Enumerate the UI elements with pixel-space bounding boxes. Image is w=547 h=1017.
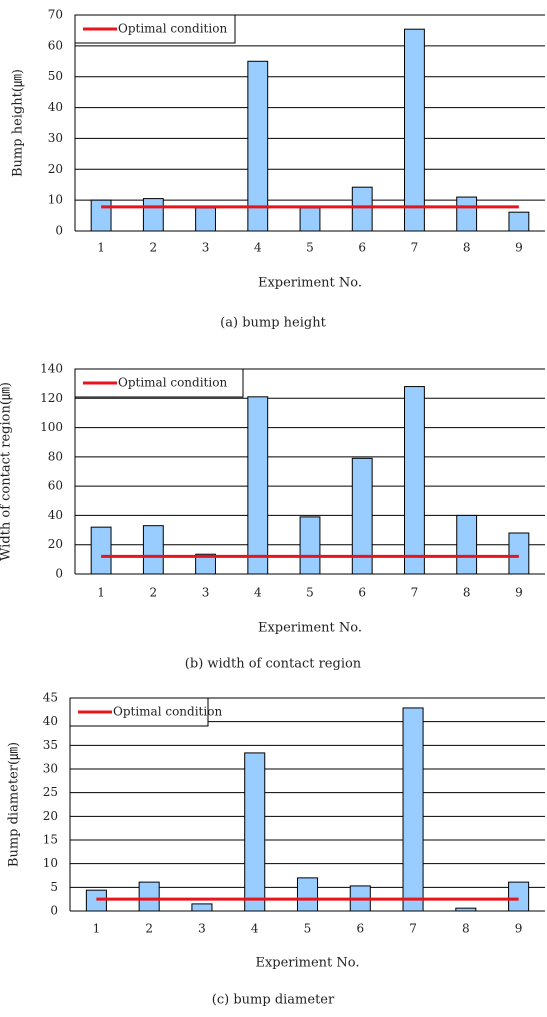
caption: (a) bump height <box>220 316 326 331</box>
x-tick-label: 4 <box>251 922 259 936</box>
bar <box>296 877 319 912</box>
y-tick-label: 100 <box>40 420 63 434</box>
y-tick-label: 60 <box>48 38 63 52</box>
y-tick-label: 50 <box>48 69 63 83</box>
y-axis-title: Bump height(㎛) <box>11 69 26 177</box>
y-tick-label: 40 <box>43 714 58 728</box>
x-tick-label: 3 <box>202 241 210 255</box>
bar <box>195 553 216 575</box>
y-tick-label: 70 <box>48 8 63 22</box>
x-axis-title: Experiment No. <box>258 276 362 291</box>
y-tick-label: 0 <box>50 904 58 918</box>
bar <box>90 526 112 575</box>
x-tick-label: 1 <box>93 922 101 936</box>
x-tick-label: 6 <box>358 586 366 600</box>
y-tick-label: 30 <box>48 131 63 145</box>
x-tick-label: 1 <box>97 586 105 600</box>
bar <box>142 198 164 232</box>
y-tick-label: 10 <box>43 856 58 870</box>
bar <box>404 28 425 232</box>
bar <box>456 196 478 232</box>
y-tick-label: 45 <box>43 691 58 705</box>
bar <box>138 881 160 912</box>
x-tick-label: 2 <box>150 586 158 600</box>
y-tick-label: 20 <box>48 537 63 551</box>
x-tick-label: 8 <box>463 586 471 600</box>
y-tick-label: 40 <box>48 100 63 114</box>
y-tick-label: 120 <box>40 391 63 405</box>
bar <box>195 207 216 232</box>
x-tick-label: 5 <box>304 922 312 936</box>
y-axis-title: Bump diameter(㎛) <box>7 742 22 867</box>
bar <box>508 532 530 575</box>
x-tick-label: 8 <box>463 241 471 255</box>
y-tick-label: 15 <box>43 833 58 847</box>
y-tick-label: 40 <box>48 508 63 522</box>
bar <box>299 207 321 232</box>
x-tick-label: 2 <box>150 241 158 255</box>
x-tick-label: 8 <box>462 922 470 936</box>
x-tick-label: 9 <box>515 241 523 255</box>
bar <box>351 457 373 575</box>
y-tick-label: 0 <box>55 567 63 581</box>
x-tick-label: 1 <box>97 241 105 255</box>
caption: (b) width of contact region <box>185 657 362 672</box>
x-tick-label: 3 <box>198 922 206 936</box>
x-axis-title: Experiment No. <box>255 956 359 971</box>
bar <box>247 60 269 232</box>
x-tick-label: 9 <box>515 922 523 936</box>
x-axis-title: Experiment No. <box>258 621 362 636</box>
x-tick-label: 9 <box>515 586 523 600</box>
y-tick-label: 35 <box>43 738 58 752</box>
y-tick-label: 140 <box>40 362 63 376</box>
y-tick-label: 80 <box>48 449 63 463</box>
x-tick-label: 3 <box>202 586 210 600</box>
bar <box>191 903 213 912</box>
bar <box>456 514 478 575</box>
caption: (c) bump diameter <box>212 993 335 1008</box>
bar <box>402 707 424 912</box>
y-tick-label: 0 <box>55 224 63 238</box>
bar <box>244 752 266 912</box>
x-tick-label: 5 <box>306 241 314 255</box>
y-tick-label: 5 <box>50 880 58 894</box>
bar <box>351 186 373 232</box>
bar <box>508 211 530 232</box>
x-tick-label: 6 <box>358 241 366 255</box>
bar <box>142 525 164 575</box>
x-tick-label: 4 <box>254 241 262 255</box>
x-tick-label: 4 <box>254 586 262 600</box>
y-tick-label: 10 <box>48 193 63 207</box>
bar <box>455 907 477 912</box>
legend-label: Optimal condition <box>118 22 227 36</box>
bar <box>508 881 530 912</box>
x-tick-label: 7 <box>411 241 419 255</box>
y-tick-label: 30 <box>43 762 58 776</box>
legend-label: Optimal condition <box>113 705 222 719</box>
x-tick-label: 7 <box>409 922 417 936</box>
bar <box>404 386 425 575</box>
y-tick-label: 60 <box>48 479 63 493</box>
x-tick-label: 7 <box>411 586 419 600</box>
legend-label: Optimal condition <box>118 376 227 390</box>
y-tick-label: 20 <box>48 162 63 176</box>
bar <box>299 516 321 575</box>
bar <box>247 396 269 575</box>
x-tick-label: 6 <box>356 922 364 936</box>
x-tick-label: 2 <box>145 922 153 936</box>
y-tick-label: 20 <box>43 809 58 823</box>
bar <box>90 199 112 232</box>
y-axis-title: Width of contact region(㎛) <box>0 382 14 561</box>
x-tick-label: 5 <box>306 586 314 600</box>
y-tick-label: 25 <box>43 785 58 799</box>
